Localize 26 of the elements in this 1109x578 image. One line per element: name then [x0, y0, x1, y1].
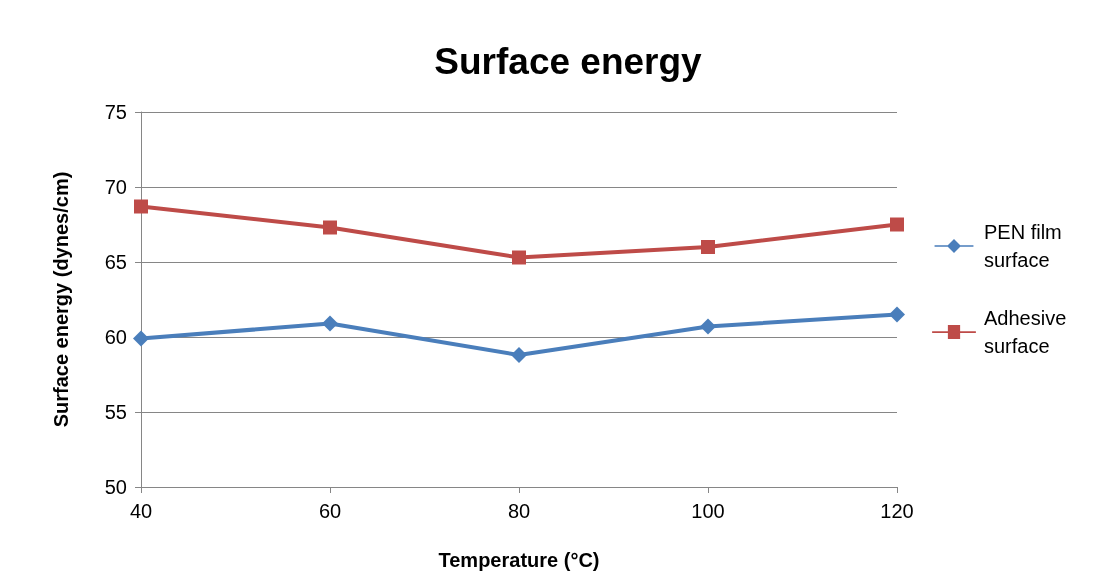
point	[700, 318, 716, 335]
x-tick-label: 60	[318, 500, 342, 522]
point	[133, 330, 149, 347]
x-tick-label: 40	[129, 500, 153, 522]
point	[511, 347, 527, 363]
point	[889, 306, 905, 323]
chart-title: Surface energy	[434, 41, 703, 82]
legend-label: PEN film surface	[984, 221, 1068, 271]
point	[322, 315, 338, 332]
y-axis-title: Surface energy (dynes/cm)	[50, 171, 72, 428]
x-axis-title: Temperature (°C)	[438, 549, 600, 571]
y-tick-label: 55	[104, 401, 127, 423]
y-tick-label: 50	[104, 476, 127, 498]
point	[890, 217, 904, 232]
point	[701, 240, 715, 254]
y-tick-label: 60	[104, 326, 127, 348]
point	[323, 220, 337, 235]
x-tick-label: 120	[880, 500, 914, 522]
x-tick-label: 80	[507, 500, 531, 522]
y-tick-label: 75	[104, 101, 127, 123]
y-tick-label: 70	[104, 176, 127, 198]
y-tick-label: 65	[104, 251, 127, 273]
point	[512, 250, 526, 265]
point	[134, 199, 148, 214]
legend-label: Adhesive surface	[984, 307, 1072, 357]
x-tick-label: 100	[691, 500, 725, 522]
